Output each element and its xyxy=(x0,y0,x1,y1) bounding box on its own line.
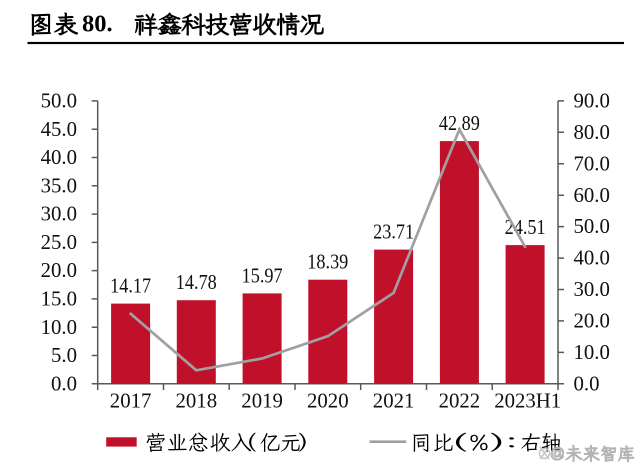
svg-text:10.0: 10.0 xyxy=(574,341,610,364)
svg-text:10.0: 10.0 xyxy=(41,316,77,339)
svg-text:20.0: 20.0 xyxy=(574,310,610,333)
svg-text:80.0: 80.0 xyxy=(574,121,610,144)
svg-text:50.0: 50.0 xyxy=(41,90,77,113)
svg-text:2022: 2022 xyxy=(439,389,481,412)
svg-text:25.0: 25.0 xyxy=(41,231,77,254)
svg-text:50.0: 50.0 xyxy=(574,215,610,238)
svg-text:14.17: 14.17 xyxy=(110,275,151,298)
svg-text:23.71: 23.71 xyxy=(373,221,414,244)
svg-text:14.78: 14.78 xyxy=(176,271,217,294)
svg-text:18.39: 18.39 xyxy=(307,251,348,274)
svg-text:45.0: 45.0 xyxy=(41,118,77,141)
svg-text:24.51: 24.51 xyxy=(505,216,546,239)
svg-text:2018: 2018 xyxy=(176,389,218,412)
svg-text:42.89: 42.89 xyxy=(439,112,480,135)
svg-text:40.0: 40.0 xyxy=(41,146,77,169)
svg-text:70.0: 70.0 xyxy=(574,152,610,175)
svg-text:35.0: 35.0 xyxy=(41,174,77,197)
svg-text:5.0: 5.0 xyxy=(51,344,77,367)
svg-text:30.0: 30.0 xyxy=(41,203,77,226)
svg-text:15.0: 15.0 xyxy=(41,288,77,311)
svg-text:15.97: 15.97 xyxy=(242,264,283,287)
svg-text:0.0: 0.0 xyxy=(574,372,600,395)
svg-text:20.0: 20.0 xyxy=(41,259,77,282)
svg-text:2021: 2021 xyxy=(373,389,415,412)
svg-text:0.0: 0.0 xyxy=(51,372,77,395)
svg-text:80.: 80. xyxy=(82,10,113,37)
svg-text:2019: 2019 xyxy=(241,389,283,412)
svg-text:2017: 2017 xyxy=(110,389,152,412)
svg-text:2023H1: 2023H1 xyxy=(494,389,561,412)
svg-text:90.0: 90.0 xyxy=(574,90,610,113)
svg-text:60.0: 60.0 xyxy=(574,184,610,207)
svg-text:30.0: 30.0 xyxy=(574,278,610,301)
svg-text:2020: 2020 xyxy=(307,389,349,412)
svg-text:40.0: 40.0 xyxy=(574,247,610,270)
